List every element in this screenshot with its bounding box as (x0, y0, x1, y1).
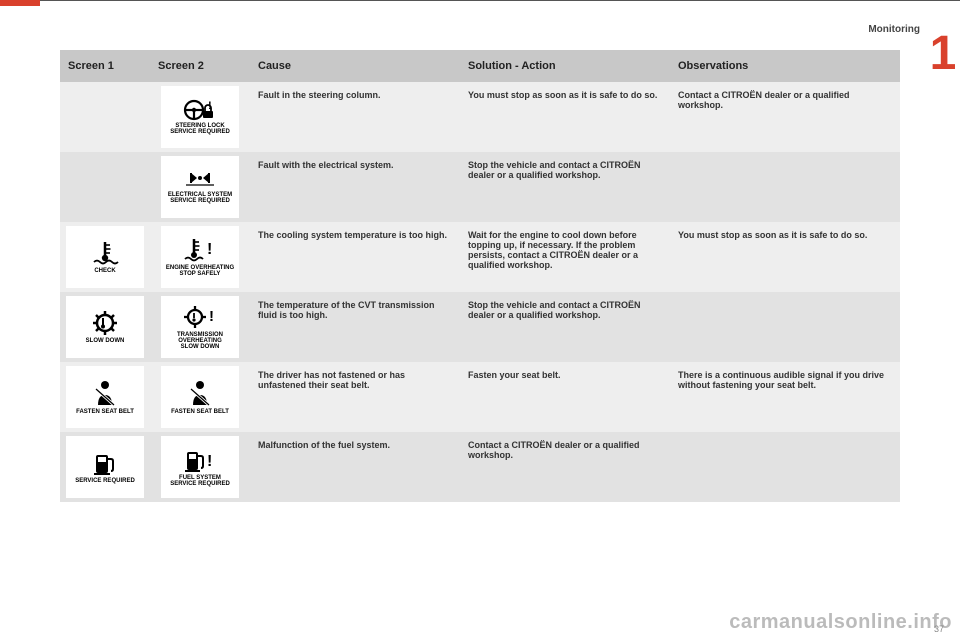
screen1-cell-empty (60, 152, 150, 222)
seatbelt-icon (188, 379, 212, 407)
seatbelt-icon (93, 379, 117, 407)
thermo-icon (91, 240, 119, 266)
table-row: SLOW DOWN ! TRANSMISSIONOVERHEATINGSLOW … (60, 292, 900, 362)
cause-cell: The cooling system temperature is too hi… (250, 222, 460, 292)
electrical-icon-box: ELECTRICAL SYSTEMSERVICE REQUIRED (161, 156, 239, 218)
svg-text:!: ! (207, 453, 212, 470)
solution-cell: Contact a CITROËN dealer or a qualified … (460, 432, 670, 502)
steering-lock-icon: ! (183, 99, 217, 121)
table-row: ! STEERING LOCKSERVICE REQUIRED Fault in… (60, 82, 900, 152)
observations-cell: There is a continuous audible signal if … (670, 362, 900, 432)
steering-lock-icon-box: ! STEERING LOCKSERVICE REQUIRED (161, 86, 239, 148)
observations-cell (670, 292, 900, 362)
cause-cell: Malfunction of the fuel system. (250, 432, 460, 502)
svg-text:!: ! (207, 241, 212, 258)
solution-cell: You must stop as soon as it is safe to d… (460, 82, 670, 152)
gear-bang-icon-box: ! TRANSMISSIONOVERHEATINGSLOW DOWN (161, 296, 239, 358)
col-header-observations: Observations (670, 50, 900, 82)
table-row: FASTEN SEAT BELT FASTEN SEAT BELT The dr… (60, 362, 900, 432)
thermo-bang-icon: ! (183, 237, 217, 263)
page-number: 37 (934, 624, 944, 634)
solution-cell: Stop the vehicle and contact a CITROËN d… (460, 292, 670, 362)
cause-cell: The temperature of the CVT transmission … (250, 292, 460, 362)
observations-cell (670, 152, 900, 222)
screen2-cell: ELECTRICAL SYSTEMSERVICE REQUIRED (150, 152, 250, 222)
svg-text:!: ! (209, 308, 214, 325)
thermo-icon-box: CHECK (66, 226, 144, 288)
screen1-cell: SERVICE REQUIRED (60, 432, 150, 502)
gear-bang-icon-label: TRANSMISSIONOVERHEATINGSLOW DOWN (177, 332, 223, 351)
observations-cell (670, 432, 900, 502)
fuel-bang-icon-box: ! FUEL SYSTEMSERVICE REQUIRED (161, 436, 239, 498)
steering-lock-icon-label: STEERING LOCKSERVICE REQUIRED (170, 123, 230, 136)
col-header-screen2: Screen 2 (150, 50, 250, 82)
gear-icon-box: SLOW DOWN (66, 296, 144, 358)
top-rule (0, 0, 960, 1)
screen1-cell: CHECK (60, 222, 150, 292)
table-row: CHECK ! ENGINE OVERHEATINGSTOP SAFELY Th… (60, 222, 900, 292)
gear-bang-icon: ! (183, 304, 217, 330)
seatbelt-icon-box: FASTEN SEAT BELT (66, 366, 144, 428)
screen2-cell: FASTEN SEAT BELT (150, 362, 250, 432)
solution-cell: Stop the vehicle and contact a CITROËN d… (460, 152, 670, 222)
watermark: carmanualsonline.info (729, 611, 952, 634)
screen2-cell: ! FUEL SYSTEMSERVICE REQUIRED (150, 432, 250, 502)
screen2-cell: ! ENGINE OVERHEATINGSTOP SAFELY (150, 222, 250, 292)
fuel-icon (92, 450, 118, 476)
observations-cell: You must stop as soon as it is safe to d… (670, 222, 900, 292)
screen1-cell: SLOW DOWN (60, 292, 150, 362)
gear-icon-label: SLOW DOWN (86, 338, 125, 344)
seatbelt-icon-box: FASTEN SEAT BELT (161, 366, 239, 428)
screen1-cell-empty (60, 82, 150, 152)
screen2-cell: ! TRANSMISSIONOVERHEATINGSLOW DOWN (150, 292, 250, 362)
col-header-cause: Cause (250, 50, 460, 82)
side-number: 1 (928, 30, 958, 78)
warning-indicators-table-wrap: Screen 1 Screen 2 Cause Solution - Actio… (60, 50, 900, 502)
electrical-icon-label: ELECTRICAL SYSTEMSERVICE REQUIRED (168, 192, 232, 205)
fuel-bang-icon: ! (184, 447, 216, 473)
thermo-bang-icon-label: ENGINE OVERHEATINGSTOP SAFELY (166, 265, 234, 278)
section-label: Monitoring (868, 24, 920, 35)
solution-cell: Wait for the engine to cool down before … (460, 222, 670, 292)
col-header-screen1: Screen 1 (60, 50, 150, 82)
fuel-icon-box: SERVICE REQUIRED (66, 436, 144, 498)
screen1-cell: FASTEN SEAT BELT (60, 362, 150, 432)
solution-cell: Fasten your seat belt. (460, 362, 670, 432)
thermo-bang-icon-box: ! ENGINE OVERHEATINGSTOP SAFELY (161, 226, 239, 288)
gear-icon (91, 310, 119, 336)
warning-indicators-table: Screen 1 Screen 2 Cause Solution - Actio… (60, 50, 900, 502)
cause-cell: Fault in the steering column. (250, 82, 460, 152)
fuel-icon-label: SERVICE REQUIRED (75, 478, 135, 484)
table-row: SERVICE REQUIRED ! FUEL SYSTEMSERVICE RE… (60, 432, 900, 502)
seatbelt-icon-label: FASTEN SEAT BELT (76, 409, 134, 415)
table-row: ELECTRICAL SYSTEMSERVICE REQUIRED Fault … (60, 152, 900, 222)
thermo-icon-label: CHECK (94, 268, 115, 274)
top-accent-bar (0, 0, 40, 6)
observations-cell: Contact a CITROËN dealer or a qualified … (670, 82, 900, 152)
col-header-solution: Solution - Action (460, 50, 670, 82)
fuel-bang-icon-label: FUEL SYSTEMSERVICE REQUIRED (170, 475, 230, 488)
seatbelt-icon-label: FASTEN SEAT BELT (171, 409, 229, 415)
cause-cell: Fault with the electrical system. (250, 152, 460, 222)
screen2-cell: ! STEERING LOCKSERVICE REQUIRED (150, 82, 250, 152)
table-header-row: Screen 1 Screen 2 Cause Solution - Actio… (60, 50, 900, 82)
cause-cell: The driver has not fastened or has unfas… (250, 362, 460, 432)
electrical-icon (183, 170, 217, 190)
